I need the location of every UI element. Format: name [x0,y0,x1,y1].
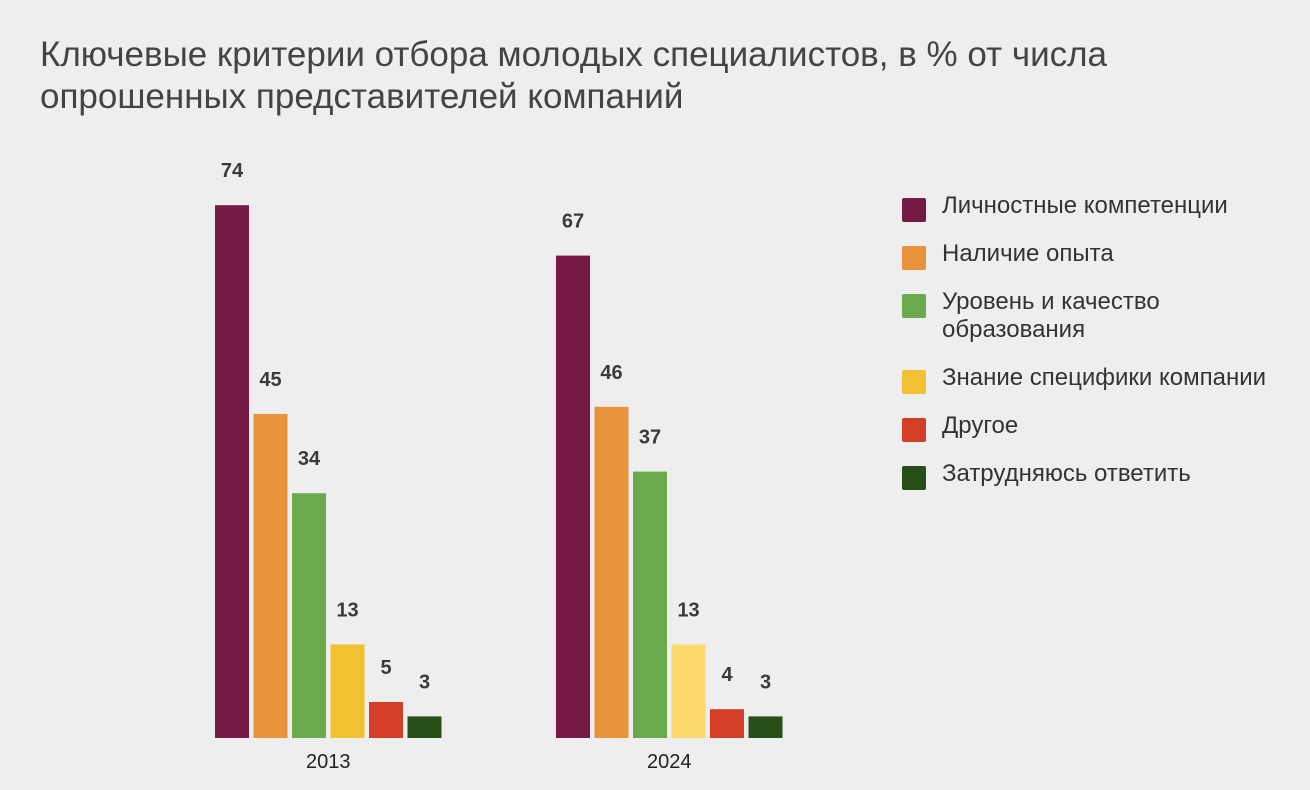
legend-item-3: Уровень и качество образования [902,288,1302,344]
x-tick-label-2024: 2024 [647,751,692,773]
bars-group [215,205,783,738]
data-labels-group: 74 45 34 13 5 3 67 46 37 13 4 3 [221,160,771,693]
x-tick-labels-group: 2013 2024 [306,751,692,773]
data-label-2024-6: 3 [760,671,771,693]
data-label-2013-6: 3 [419,671,430,693]
legend-swatch [902,370,926,394]
legend-item-4: Знание специфики компании [902,364,1302,394]
x-tick-label-2013: 2013 [306,751,351,773]
data-label-2024-3: 37 [639,427,661,449]
chart-title: Ключевые критерии отбора молодых специал… [40,35,1108,116]
bar-2013-3 [292,493,326,738]
bar-2013-4 [330,644,365,738]
data-label-2013-5: 5 [380,657,391,679]
bar-2024-4 [671,644,706,738]
legend-item-1: Личностные компетенции [902,192,1302,222]
bar-2013-2 [253,414,288,738]
bar-chart: 74 45 34 13 5 3 67 46 37 13 4 3 2013 2024 [215,160,783,773]
legend-label: Знание специфики компании [942,364,1267,391]
legend-swatch [902,294,926,318]
bar-2024-6 [748,716,783,738]
legend-swatch [902,198,926,222]
bar-2024-2 [594,406,629,738]
data-label-2024-2: 46 [600,362,622,384]
legend-label: Уровень и качество образования [942,288,1160,343]
legend-item-2: Наличие опыта [902,240,1302,270]
legend-label: Затрудняюсь ответить [942,460,1191,487]
legend-label: Другое [942,412,1019,439]
data-label-2013-2: 45 [259,369,281,391]
legend-swatch [902,466,926,490]
data-label-2013-4: 13 [336,599,358,621]
legend: Личностные компетенции Наличие опыта Урове… [902,192,1302,508]
data-label-2013-3: 34 [298,448,321,470]
bar-2024-3 [633,471,667,738]
bar-2013-1 [215,205,249,738]
data-label-2024-1: 67 [562,211,584,233]
legend-swatch [902,246,926,270]
data-label-2024-4: 13 [677,599,699,621]
bar-2024-5 [710,709,744,738]
legend-label: Наличие опыта [942,240,1114,267]
bar-2013-6 [407,716,442,738]
legend-swatch [902,418,926,442]
data-label-2013-1: 74 [221,160,244,182]
data-label-2024-5: 4 [721,664,733,686]
bar-2024-1 [556,255,590,738]
legend-item-5: Другое [902,412,1302,442]
legend-item-6: Затрудняюсь ответить [902,460,1302,490]
bar-2013-5 [369,702,403,738]
legend-label: Личностные компетенции [942,192,1228,219]
